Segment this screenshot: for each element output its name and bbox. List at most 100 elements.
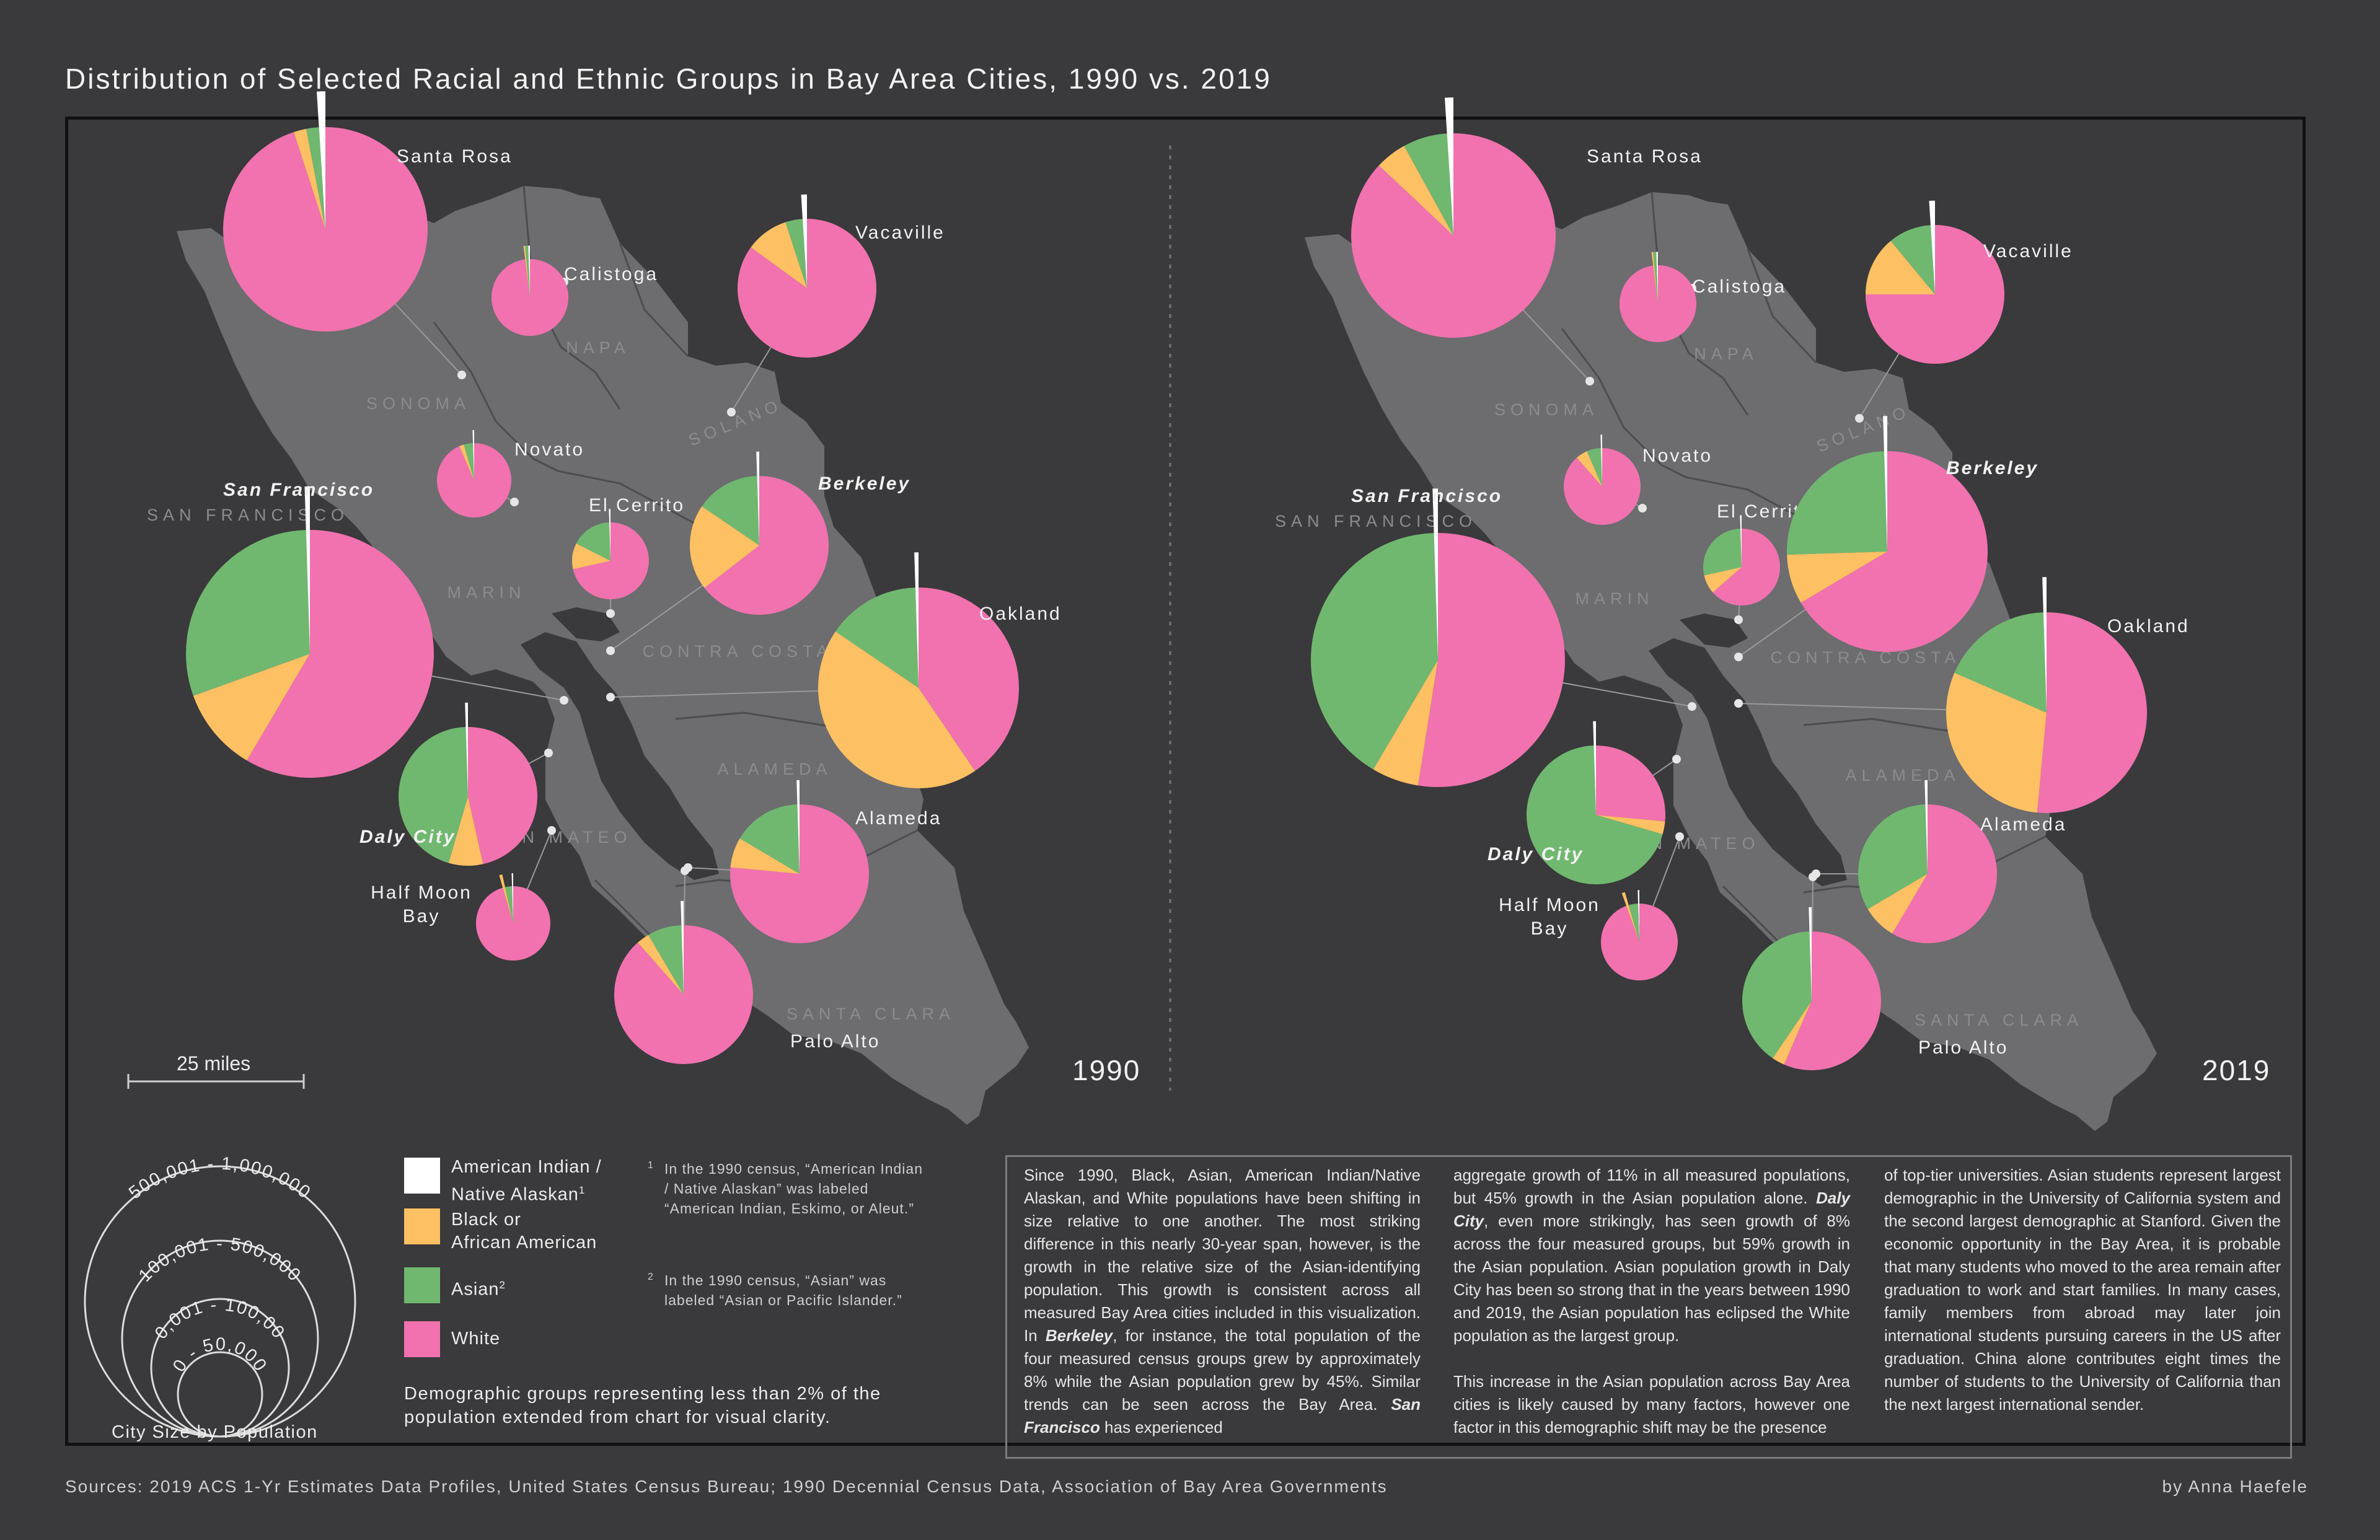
pie-novato-1990 <box>437 430 511 518</box>
legend-label-black: Black or African American <box>451 1210 597 1252</box>
byline: by Anna Haefele <box>2162 1477 2308 1496</box>
slice-asian-alameda-2019 <box>1858 804 1928 910</box>
slice-black-el-cerrito-1990 <box>572 543 610 570</box>
pie-alameda-1990 <box>730 780 870 944</box>
legend-label-white: White <box>451 1329 501 1349</box>
county-label-alameda-2019: ALAMEDA <box>1845 766 1960 785</box>
slice-white-berkeley-1990 <box>704 476 829 615</box>
pie-vacaville-2019 <box>1866 200 2004 364</box>
slice-asian-calistoga-1990 <box>525 245 530 297</box>
slice-native-san-francisco-2019 <box>1432 488 1438 660</box>
slice-white-berkeley-2019 <box>1800 451 1988 652</box>
slice-native-vacaville-1990 <box>801 194 807 288</box>
slice-black-vacaville-1990 <box>751 222 807 288</box>
slice-black-san-francisco-1990 <box>193 654 310 761</box>
city-dot-oakland-1990 <box>606 693 615 702</box>
slice-white-half-moon-bay-2019 <box>1601 904 1678 981</box>
narrative-col-2: aggregate growth of 11% in all measured … <box>1453 1166 1850 1437</box>
slice-black-santa-rosa-1990 <box>294 128 325 229</box>
slice-native-alameda-2019 <box>1924 780 1928 874</box>
city-label-daly-city-1990: Daly City <box>359 827 456 847</box>
city-dot-san-francisco-2019 <box>1688 702 1696 711</box>
county-label-marin-2019: MARIN <box>1576 589 1654 608</box>
slice-native-san-francisco-1990 <box>304 486 310 654</box>
slice-white-daly-city-2019 <box>1596 746 1665 822</box>
city-dot-daly-city-1990 <box>544 749 553 757</box>
county-label-san-francisco-2019: SAN FRANCISCO <box>1275 512 1477 530</box>
pie-san-francisco-1990 <box>186 486 434 778</box>
pie-half-moon-bay-2019 <box>1601 890 1678 981</box>
slice-white-half-moon-bay-1990 <box>475 886 550 961</box>
city-label-vacaville-2019: Vacaville <box>1983 241 2073 262</box>
legend-swatch-black <box>404 1208 440 1244</box>
slice-black-berkeley-2019 <box>1787 552 1887 603</box>
slice-asian-oakland-1990 <box>835 587 919 688</box>
slice-asian-berkeley-2019 <box>1787 451 1887 555</box>
pie-daly-city-1990 <box>399 702 538 866</box>
slice-black-oakland-1990 <box>818 631 976 789</box>
slice-black-daly-city-2019 <box>1596 815 1665 835</box>
page-title: Distribution of Selected Racial and Ethn… <box>65 63 1272 95</box>
city-dot-el-cerrito-1990 <box>606 609 615 618</box>
slice-asian-half-moon-bay-2019 <box>1628 904 1639 942</box>
city-label-novato-1990: Novato <box>514 439 584 460</box>
city-dot-el-cerrito-2019 <box>1734 615 1743 624</box>
pie-half-moon-bay-1990 <box>475 873 550 961</box>
slice-asian-daly-city-2019 <box>1527 746 1663 885</box>
city-label-el-cerrito-1990: El Cerrito <box>589 495 685 516</box>
city-label-palo-alto-1990: Palo Alto <box>790 1031 880 1052</box>
pie-vacaville-1990 <box>738 194 877 358</box>
legend-swatch-native <box>404 1158 440 1194</box>
city-label-alameda-2019: Alameda <box>1980 814 2066 835</box>
slice-asian-santa-rosa-2019 <box>1404 133 1453 235</box>
pie-alameda-2019 <box>1858 780 1997 943</box>
city-label-berkeley-1990: Berkeley <box>818 473 910 494</box>
county-border-2019-2 <box>1561 328 1662 466</box>
city-dot-santa-rosa-2019 <box>1585 377 1594 385</box>
size-ring-label-1: 100,001 - 500,000 <box>135 1234 305 1286</box>
map-frame <box>65 117 2306 1446</box>
slice-native-berkeley-1990 <box>756 451 759 545</box>
footnote-2: In the 1990 census, “Asian” was labeled … <box>664 1272 902 1308</box>
slice-white-oakland-1990 <box>919 587 1020 771</box>
size-ring-label-0: 500,001 - 1,000,000 <box>125 1154 315 1203</box>
pie-calistoga-1990 <box>491 245 569 336</box>
pie-el-cerrito-1990 <box>572 509 649 599</box>
city-dot-san-francisco-1990 <box>560 696 568 705</box>
city-label-calistoga-1990: Calistoga <box>564 264 658 284</box>
pie-berkeley-2019 <box>1787 416 1988 652</box>
slice-black-alameda-1990 <box>730 838 800 874</box>
city-label-san-francisco-1990: San Francisco <box>223 480 374 500</box>
slice-black-oakland-2019 <box>1946 672 2047 813</box>
narrative-col-1: Since 1990, Black, Asian, American India… <box>1024 1166 1421 1437</box>
pie-el-cerrito-2019 <box>1703 515 1780 605</box>
city-label-berkeley-2019: Berkeley <box>1946 458 2038 478</box>
footnote-1: In the 1990 census, “American Indian / N… <box>664 1161 923 1217</box>
slice-native-alameda-1990 <box>796 780 800 874</box>
city-dot-berkeley-1990 <box>606 646 615 655</box>
pie-oakland-2019 <box>1946 577 2148 813</box>
slice-black-novato-2019 <box>1576 451 1602 486</box>
pie-oakland-1990 <box>818 552 1020 789</box>
size-ring-label-3: 0 - 50,000 <box>169 1334 271 1376</box>
slice-black-half-moon-bay-2019 <box>1621 892 1639 942</box>
city-dot-half-moon-bay-1990 <box>547 826 556 835</box>
slice-asian-el-cerrito-2019 <box>1703 529 1742 576</box>
pie-san-francisco-2019 <box>1310 488 1565 787</box>
slice-asian-berkeley-1990 <box>702 476 759 545</box>
city-dot-berkeley-2019 <box>1734 653 1743 661</box>
slice-native-el-cerrito-1990 <box>609 509 610 561</box>
city-label-daly-city-2019: Daly City <box>1488 844 1584 865</box>
scale-label: 25 miles <box>177 1052 251 1075</box>
slice-asian-santa-rosa-1990 <box>306 127 325 229</box>
slice-black-half-moon-bay-1990 <box>499 874 513 923</box>
slice-black-palo-alto-2019 <box>1773 1001 1812 1065</box>
slice-white-san-francisco-2019 <box>1417 533 1565 787</box>
year-label-2019: 2019 <box>2202 1054 2271 1086</box>
pie-palo-alto-1990 <box>614 900 753 1065</box>
city-dot-palo-alto-2019 <box>1809 873 1817 881</box>
legend-label-native: American Indian / Native Alaskan1 <box>451 1157 602 1205</box>
slice-black-daly-city-1990 <box>448 796 483 866</box>
slice-native-daly-city-1990 <box>465 702 468 796</box>
pie-calistoga-2019 <box>1620 252 1696 342</box>
